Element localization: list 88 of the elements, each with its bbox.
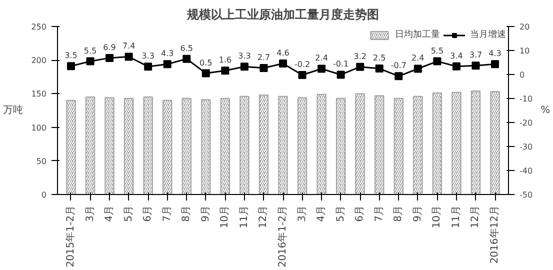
x-tick-label: 2015年1-2月 <box>64 205 76 268</box>
point <box>163 60 172 68</box>
y-tick-label: 200 <box>31 56 47 66</box>
y2-tick-label: -40 <box>520 166 533 176</box>
data-label: -0.2 <box>294 60 310 69</box>
x-tick-label: 7月 <box>374 205 385 222</box>
x-tick-label: 5月 <box>335 205 346 222</box>
data-label: 5.5 <box>84 46 97 56</box>
y2-tick-label: -30 <box>520 142 533 152</box>
x-tick-label: 10月 <box>220 205 231 228</box>
y-tick-label: 150 <box>31 90 47 99</box>
y2-tick-label: 10 <box>520 46 530 56</box>
legend-label: 当月增速 <box>470 28 506 41</box>
data-label: -0.1 <box>333 60 349 69</box>
point <box>433 57 442 66</box>
x-tick-label: 9月 <box>200 205 212 222</box>
data-label: 6.5 <box>180 44 194 53</box>
point <box>202 69 210 78</box>
x-tick-label: 11月 <box>450 205 462 228</box>
point <box>472 62 480 70</box>
data-label: 2.7 <box>257 53 270 62</box>
point <box>240 62 248 71</box>
data-label: 4.3 <box>488 49 502 58</box>
data-label: 6.9 <box>103 42 116 52</box>
x-tick-label: 7月 <box>162 205 173 222</box>
point <box>375 64 384 72</box>
point <box>124 52 133 61</box>
point <box>452 62 460 70</box>
x-tick-label: 8月 <box>393 205 404 222</box>
data-label: 4.3 <box>161 49 174 58</box>
data-label: -0.7 <box>390 61 406 70</box>
data-label: 5.5 <box>430 46 444 56</box>
point <box>318 64 326 73</box>
x-tick-label: 3月 <box>296 205 308 222</box>
data-label: 3.3 <box>238 52 251 61</box>
x-tick-label: 4月 <box>316 205 328 222</box>
x-tick-label: 12月 <box>470 205 482 228</box>
point <box>182 54 191 63</box>
x-tick-label: 6月 <box>142 205 154 222</box>
point <box>221 66 230 75</box>
y2-tick-label: -20 <box>520 118 533 128</box>
point <box>279 59 287 68</box>
legend-label: 日均加工量 <box>395 28 440 41</box>
y2-tick-label: 0 <box>520 70 525 80</box>
point <box>491 60 500 68</box>
data-label: 2.4 <box>412 54 424 63</box>
data-label: 3.7 <box>469 50 482 60</box>
x-tick-label: 6月 <box>354 205 366 222</box>
x-tick-label: 9月 <box>412 205 424 222</box>
y-tick-label: 250 <box>31 22 47 32</box>
y2-tick-label: 20 <box>520 22 530 32</box>
data-label: 2.5 <box>373 54 386 62</box>
data-label: 3.3 <box>142 52 154 61</box>
x-tick-label: 8月 <box>181 205 192 222</box>
data-label: 2.4 <box>315 54 328 63</box>
point <box>414 64 422 73</box>
point <box>394 72 403 80</box>
x-tick-label: 2016年1-2月 <box>276 205 288 268</box>
x-tick-label: 12月 <box>258 205 270 228</box>
x-tick-label: 4月 <box>104 205 116 222</box>
y2-tick-label: -10 <box>520 94 533 104</box>
data-label: 0.5 <box>200 58 212 68</box>
point <box>106 54 114 62</box>
y2-tick-label: -50 <box>520 190 533 200</box>
x-tick-label: 11月 <box>238 205 250 228</box>
point <box>66 62 75 70</box>
point <box>260 64 268 72</box>
chart-title: 规模以上工业原油加工量月度走势图 <box>186 8 379 22</box>
data-label: 3.2 <box>354 52 366 61</box>
data-label: 3.4 <box>450 51 463 60</box>
point <box>356 62 364 71</box>
x-tick-label: 10月 <box>432 205 443 228</box>
data-label: 7.4 <box>122 42 136 51</box>
y-tick-label: 100 <box>31 123 47 132</box>
point <box>144 62 152 71</box>
y-axis-title: 万吨 <box>3 104 24 116</box>
data-label: 3.5 <box>64 51 78 60</box>
point <box>336 70 345 79</box>
y-tick-label: 0 <box>41 190 47 200</box>
y2-axis-title: % <box>540 105 550 116</box>
x-tick-label: 2016年12月 <box>488 205 501 264</box>
x-tick-label: 5月 <box>123 205 134 222</box>
point <box>298 70 306 79</box>
x-tick-label: 3月 <box>84 205 96 222</box>
y-tick-label: 50 <box>36 156 47 166</box>
data-label: 4.6 <box>276 48 290 58</box>
point <box>86 57 94 66</box>
data-label: 1.6 <box>218 56 232 65</box>
